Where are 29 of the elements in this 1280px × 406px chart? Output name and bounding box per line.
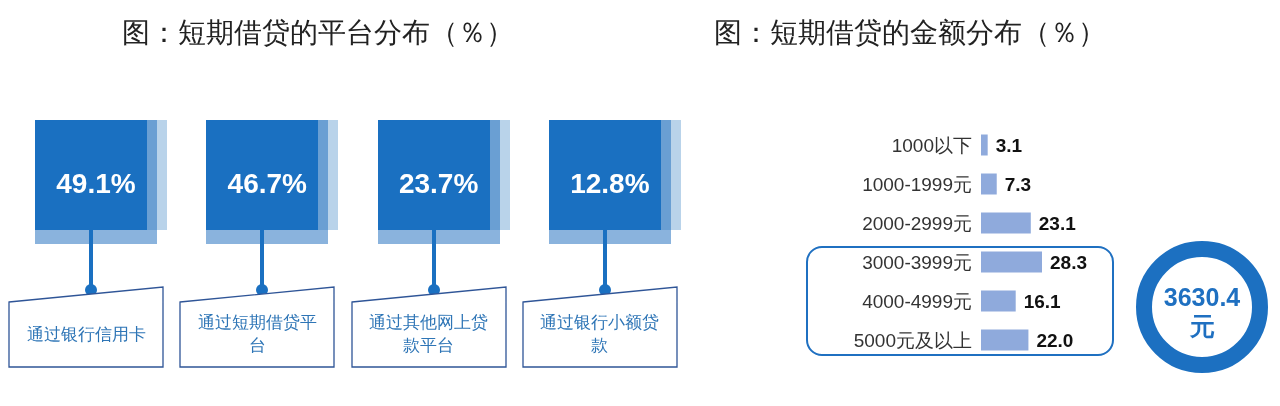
y-tick-label: 1000以下 [891,134,972,156]
data-label: 7.3 [1004,173,1032,195]
bar [981,134,988,156]
category-label: 通过短期借贷平台 [196,312,318,357]
data-label: 12.8% [570,168,650,200]
data-label: 3.1 [995,134,1023,156]
bar [981,212,1031,234]
category-label: 通过银行小额贷款 [539,312,661,357]
data-label: 23.1 [1038,212,1077,234]
text: 图：短期借贷的平台分布（％） [121,16,515,50]
y-tick-label: 3000-3999元 [862,251,972,273]
y-tick-label: 5000元及以上 [853,329,972,351]
data-label: 46.7% [227,168,307,200]
data-label: 28.3 [1050,251,1087,273]
bar [981,290,1016,312]
category-label: 通过其他网上贷款平台 [368,312,490,357]
data-label: 22.0 [1036,329,1074,351]
data-label: 16.1 [1023,290,1062,312]
data-label: 23.7% [398,168,479,200]
bar [981,173,997,195]
bar [981,251,1042,273]
bar [981,329,1029,351]
y-tick-label: 2000-2999元 [862,212,972,234]
chart-title: 图：短期借贷的金额分布（％） [713,16,1107,50]
text: 3630.4元 [1162,283,1242,341]
y-tick-label: 1000-1999元 [862,173,972,195]
y-tick-label: 4000-4999元 [862,290,972,312]
category-label: 通过银行信用卡 [25,323,147,346]
data-label: 49.1% [56,168,136,200]
